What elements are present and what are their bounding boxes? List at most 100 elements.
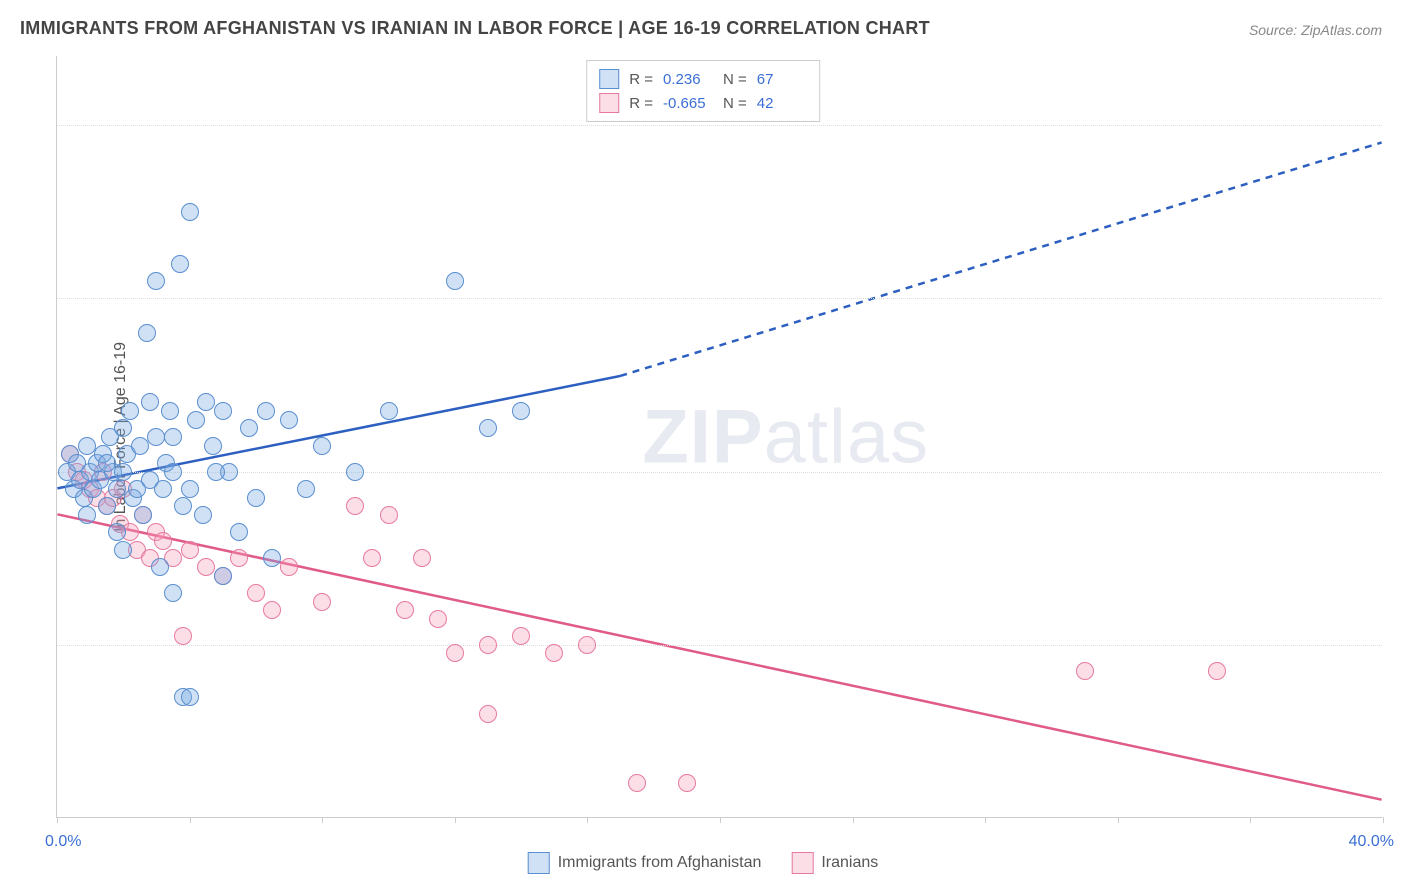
data-point-afghanistan (313, 437, 331, 455)
data-point-iranians (512, 627, 530, 645)
data-point-iranians (181, 541, 199, 559)
data-point-iranians (628, 774, 646, 792)
r-value: -0.665 (663, 95, 713, 112)
data-point-afghanistan (247, 489, 265, 507)
data-point-afghanistan (240, 419, 258, 437)
data-point-afghanistan (346, 463, 364, 481)
legend-swatch-pink (791, 852, 813, 874)
data-point-afghanistan (121, 402, 139, 420)
legend-row-iranians: R = -0.665 N = 42 (599, 91, 807, 115)
data-point-afghanistan (280, 411, 298, 429)
data-point-afghanistan (171, 255, 189, 273)
data-point-iranians (545, 644, 563, 662)
data-point-afghanistan (154, 480, 172, 498)
data-point-afghanistan (263, 549, 281, 567)
data-point-iranians (363, 549, 381, 567)
series-legend: Immigrants from Afghanistan Iranians (528, 852, 879, 874)
data-point-iranians (578, 636, 596, 654)
legend-row-afghanistan: R = 0.236 N = 67 (599, 67, 807, 91)
r-value: 0.236 (663, 71, 713, 88)
x-tick (57, 817, 58, 823)
data-point-afghanistan (108, 480, 126, 498)
data-point-afghanistan (446, 272, 464, 290)
data-point-afghanistan (161, 402, 179, 420)
data-point-iranians (197, 558, 215, 576)
chart-title: IMMIGRANTS FROM AFGHANISTAN VS IRANIAN I… (20, 18, 930, 39)
data-point-afghanistan (214, 567, 232, 585)
legend-swatch-pink (599, 93, 619, 113)
scatter-chart: ZIPatlas 0.0% 40.0% 20.0%40.0%60.0%80.0% (56, 56, 1382, 818)
legend-swatch-blue (528, 852, 550, 874)
data-point-iranians (479, 636, 497, 654)
data-point-iranians (1208, 662, 1226, 680)
gridline (57, 645, 1382, 646)
data-point-afghanistan (380, 402, 398, 420)
data-point-afghanistan (181, 480, 199, 498)
legend-item-iranians: Iranians (791, 852, 878, 874)
data-point-afghanistan (512, 402, 530, 420)
r-label: R = (629, 95, 653, 112)
r-label: R = (629, 71, 653, 88)
x-tick (985, 817, 986, 823)
data-point-iranians (154, 532, 172, 550)
data-point-iranians (263, 601, 281, 619)
data-point-afghanistan (197, 393, 215, 411)
data-point-afghanistan (204, 437, 222, 455)
data-point-afghanistan (147, 428, 165, 446)
y-tick-label: 40.0% (1392, 463, 1406, 481)
data-point-iranians (396, 601, 414, 619)
data-point-afghanistan (98, 497, 116, 515)
y-tick-label: 20.0% (1392, 636, 1406, 654)
data-point-afghanistan (164, 584, 182, 602)
gridline (57, 298, 1382, 299)
data-point-afghanistan (108, 523, 126, 541)
data-point-afghanistan (181, 203, 199, 221)
n-value: 42 (757, 95, 807, 112)
data-point-afghanistan (230, 523, 248, 541)
data-point-iranians (247, 584, 265, 602)
data-point-afghanistan (78, 506, 96, 524)
data-point-afghanistan (78, 437, 96, 455)
data-point-afghanistan (138, 324, 156, 342)
x-tick (455, 817, 456, 823)
trendlines-layer (57, 56, 1382, 817)
correlation-legend: R = 0.236 N = 67 R = -0.665 N = 42 (586, 60, 820, 122)
legend-label: Iranians (821, 854, 878, 872)
gridline (57, 472, 1382, 473)
n-value: 67 (757, 71, 807, 88)
data-point-afghanistan (479, 419, 497, 437)
data-point-afghanistan (151, 558, 169, 576)
n-label: N = (723, 71, 747, 88)
data-point-afghanistan (194, 506, 212, 524)
data-point-iranians (1076, 662, 1094, 680)
data-point-iranians (174, 627, 192, 645)
data-point-afghanistan (114, 541, 132, 559)
data-point-afghanistan (174, 497, 192, 515)
x-axis-min-label: 0.0% (45, 833, 81, 851)
data-point-afghanistan (181, 688, 199, 706)
legend-label: Immigrants from Afghanistan (558, 854, 762, 872)
data-point-afghanistan (297, 480, 315, 498)
data-point-afghanistan (164, 428, 182, 446)
legend-swatch-blue (599, 69, 619, 89)
data-point-afghanistan (187, 411, 205, 429)
data-point-iranians (479, 705, 497, 723)
data-point-iranians (413, 549, 431, 567)
y-axis-label-container: In Labor Force | Age 16-19 (0, 56, 56, 818)
data-point-iranians (380, 506, 398, 524)
x-tick (720, 817, 721, 823)
data-point-iranians (313, 593, 331, 611)
x-tick (190, 817, 191, 823)
x-tick (853, 817, 854, 823)
data-point-afghanistan (257, 402, 275, 420)
data-point-afghanistan (214, 402, 232, 420)
x-tick (1383, 817, 1384, 823)
legend-item-afghanistan: Immigrants from Afghanistan (528, 852, 762, 874)
data-point-iranians (346, 497, 364, 515)
x-tick (1118, 817, 1119, 823)
trendline (620, 142, 1381, 375)
data-point-afghanistan (114, 463, 132, 481)
data-point-afghanistan (141, 393, 159, 411)
y-tick-label: 80.0% (1392, 116, 1406, 134)
data-point-afghanistan (98, 454, 116, 472)
